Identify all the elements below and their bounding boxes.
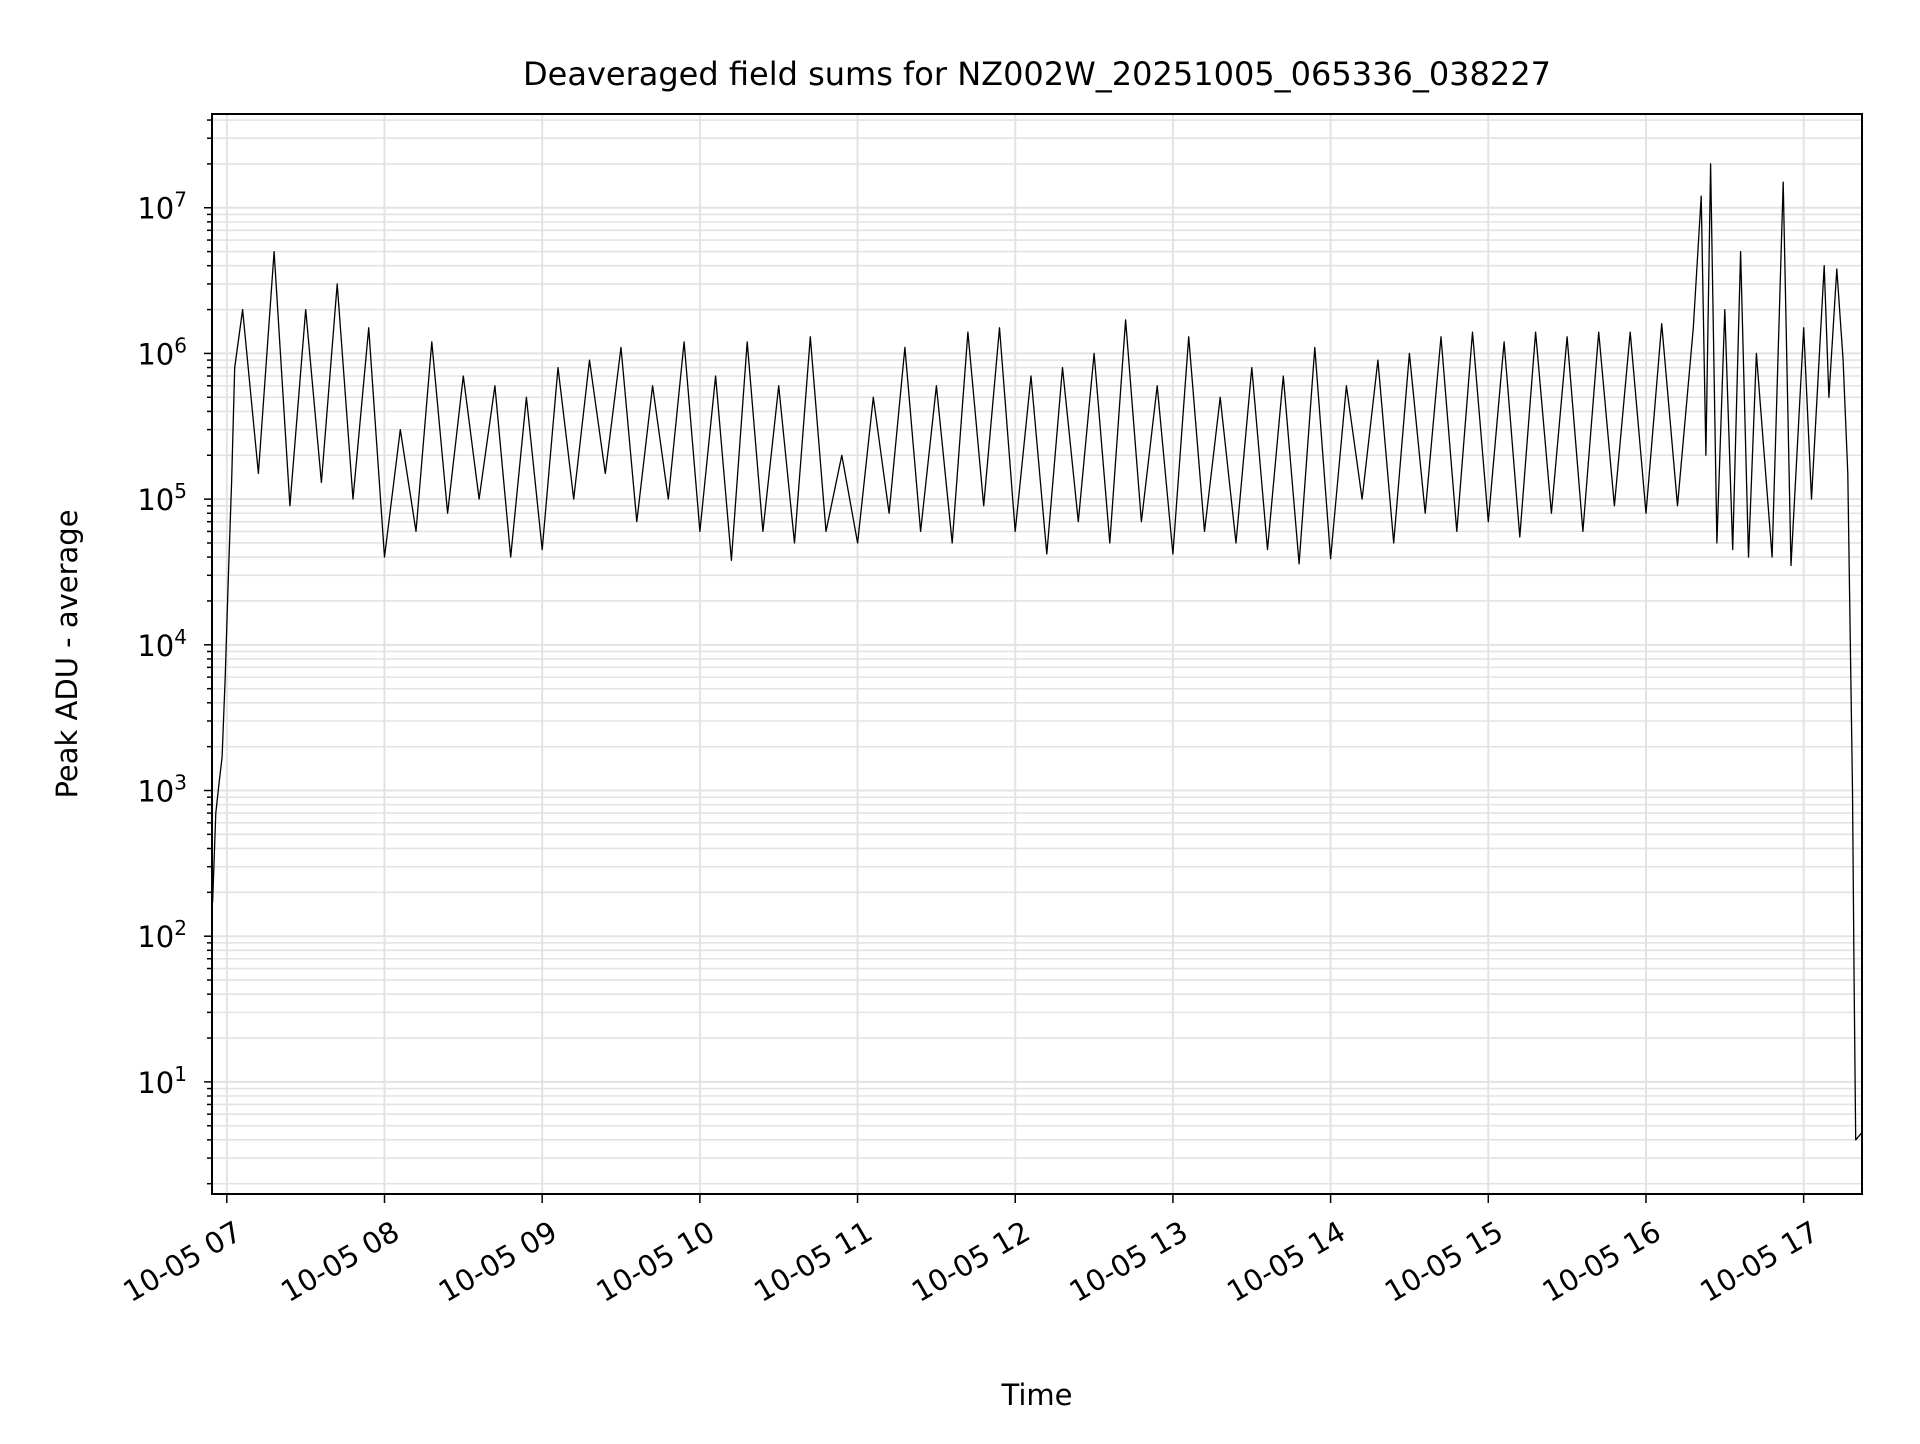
y-tick-exponent: 4 <box>174 625 187 649</box>
x-tick-label: 10-05 09 <box>433 1214 563 1309</box>
y-tick-exponent: 6 <box>174 333 187 357</box>
y-tick-label: 107 <box>137 188 187 226</box>
x-tick-label: 10-05 08 <box>275 1214 405 1309</box>
y-tick-exponent: 2 <box>174 916 187 940</box>
plot-frame <box>211 113 1863 1195</box>
x-tick-label: 10-05 13 <box>1064 1214 1194 1309</box>
chart-title: Deaveraged field sums for NZ002W_2025100… <box>523 55 1551 93</box>
x-tick-label: 10-05 17 <box>1694 1214 1824 1309</box>
y-tick-exponent: 5 <box>174 479 187 503</box>
x-tick-label: 10-05 11 <box>748 1214 878 1309</box>
y-tick-exponent: 1 <box>174 1062 187 1086</box>
x-tick-label: 10-05 15 <box>1379 1214 1509 1309</box>
x-tick-label: 10-05 16 <box>1537 1214 1667 1309</box>
y-tick-base: 10 <box>137 1066 174 1100</box>
y-axis-label: Peak ADU - average <box>50 509 84 798</box>
x-axis: 10-05 07 10-05 08 10-05 09 10-05 10 10-05 11… <box>117 1194 1824 1309</box>
x-tick-label: 10-05 14 <box>1221 1214 1351 1309</box>
series <box>211 163 1863 1141</box>
y-tick-exponent: 7 <box>174 188 187 212</box>
y-tick-base: 10 <box>137 337 174 371</box>
y-tick-label: 105 <box>137 479 187 517</box>
x-tick-label: 10-05 10 <box>590 1214 720 1309</box>
y-tick-base: 10 <box>137 775 174 809</box>
y-tick-base: 10 <box>137 192 174 226</box>
data-line <box>211 163 1863 1141</box>
y-tick-base: 10 <box>137 629 174 663</box>
y-tick-base: 10 <box>137 483 174 517</box>
y-tick-exponent: 3 <box>174 771 187 795</box>
y-tick-label: 101 <box>137 1062 187 1100</box>
y-tick-base: 10 <box>137 920 174 954</box>
x-tick-label: 10-05 12 <box>906 1214 1036 1309</box>
grid <box>212 114 1862 1194</box>
y-tick-label: 106 <box>137 333 187 371</box>
y-tick-label: 103 <box>137 771 187 809</box>
x-axis-label: Time <box>1001 1378 1073 1412</box>
y-tick-label: 104 <box>137 625 187 663</box>
y-tick-label: 102 <box>137 916 187 954</box>
x-tick-label: 10-05 07 <box>117 1214 247 1309</box>
